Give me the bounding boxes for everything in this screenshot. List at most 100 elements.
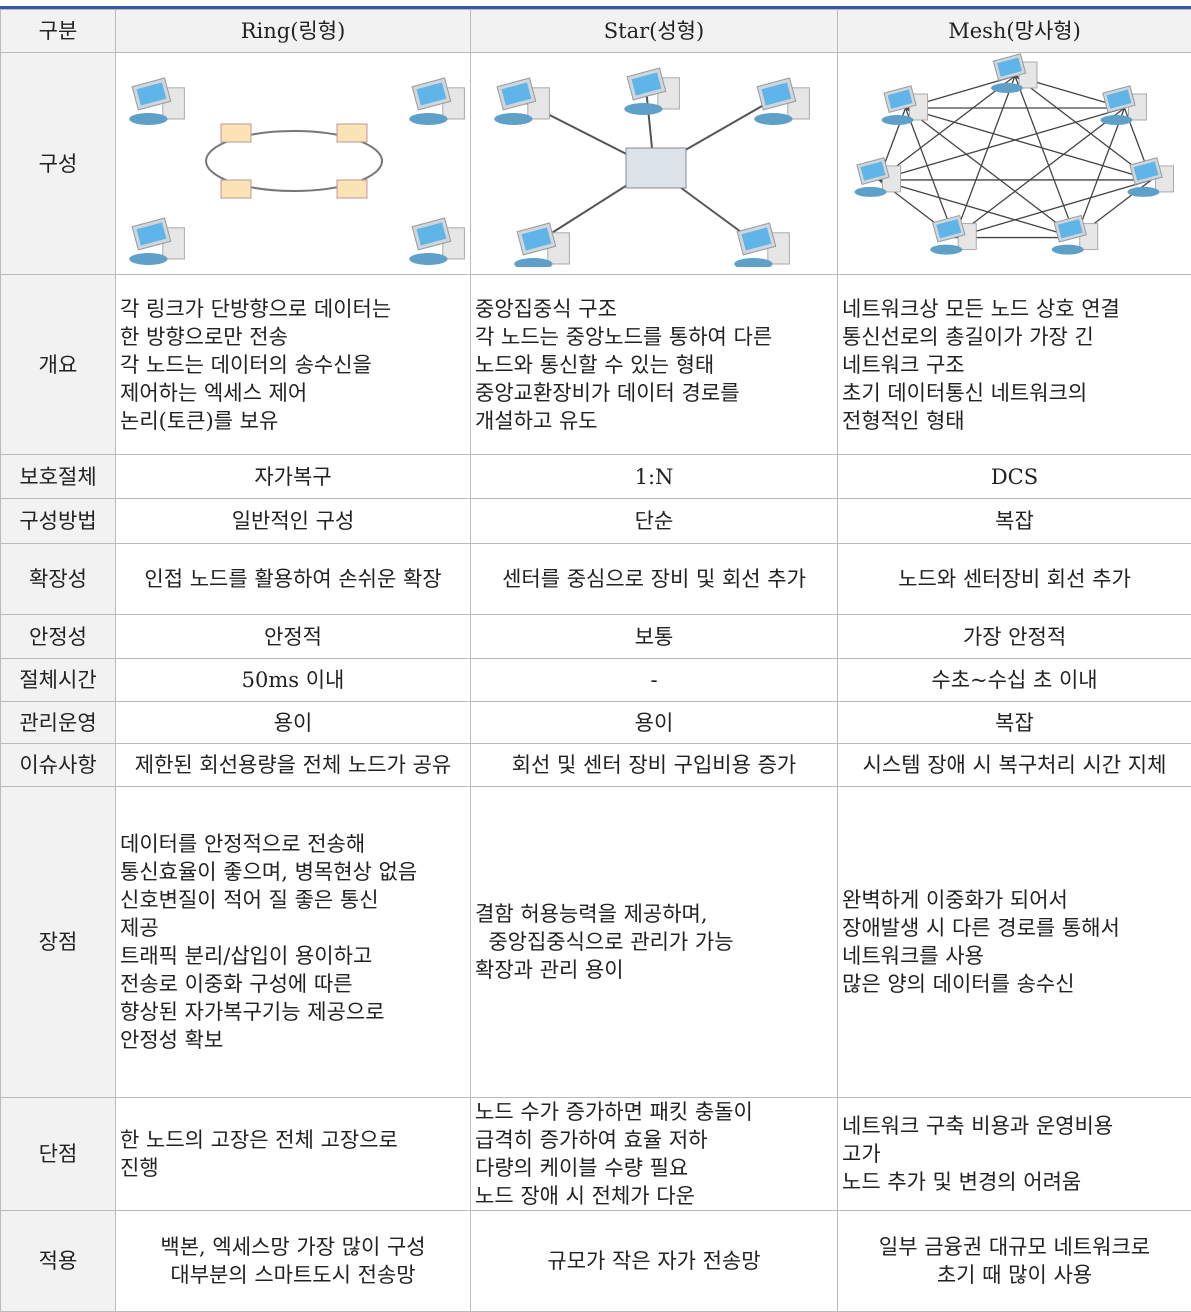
pc-keyboard bbox=[754, 113, 792, 125]
ring-node bbox=[337, 124, 367, 142]
pc-keyboard bbox=[514, 258, 552, 267]
cell-line: 데이터를 안정적으로 전송해 bbox=[120, 830, 466, 858]
cell-line: 용이 bbox=[120, 709, 466, 737]
pc-keyboard bbox=[624, 103, 662, 115]
table-cell: 센터를 중심으로 장비 및 회선 추가 bbox=[471, 544, 838, 615]
table-cell: 제한된 회선용량을 전체 노드가 공유 bbox=[116, 744, 471, 787]
cell-line: 트래픽 분리/삽입이 용이하고 bbox=[120, 942, 466, 970]
cell-line: 한 노드의 고장은 전체 고장으로 bbox=[120, 1126, 466, 1154]
cell-line: 네트워크상 모든 노드 상호 연결 bbox=[842, 295, 1187, 323]
pc-keyboard bbox=[494, 113, 532, 125]
cell-line: 안정적 bbox=[120, 623, 466, 651]
diagram-cell bbox=[116, 53, 471, 275]
pc-keyboard bbox=[882, 115, 914, 125]
pc-keyboard bbox=[855, 187, 887, 197]
table-cell: 규모가 작은 자가 전송망 bbox=[471, 1211, 838, 1312]
row-label: 구성 bbox=[1, 53, 116, 275]
cell-line: 고가 bbox=[842, 1140, 1187, 1168]
cell-line: 백본, 엑세스망 가장 많이 구성 bbox=[120, 1233, 466, 1261]
header-cell: Mesh(망사형) bbox=[838, 10, 1191, 53]
topology-diagram bbox=[116, 53, 471, 267]
cell-line: 통신선로의 총길이가 가장 긴 bbox=[842, 323, 1187, 351]
cell-line: 용이 bbox=[475, 709, 833, 737]
mesh-link bbox=[906, 108, 1076, 238]
cell-line: 네트워크 구조 bbox=[842, 351, 1187, 379]
cell-line: 급격히 증가하여 효율 저하 bbox=[475, 1126, 833, 1154]
ring-node bbox=[221, 124, 251, 142]
table-cell: 자가복구 bbox=[116, 455, 471, 499]
cell-line: 완벽하게 이중화가 되어서 bbox=[842, 886, 1187, 914]
cell-line: 가장 안정적 bbox=[842, 623, 1187, 651]
cell-line: 일부 금융권 대규모 네트워크로 bbox=[842, 1233, 1187, 1261]
cell-line: 네트워크를 사용 bbox=[842, 942, 1187, 970]
table-row: 구성 bbox=[1, 53, 1191, 275]
cell-line: 50ms 이내 bbox=[120, 666, 466, 694]
cell-line: 초기 데이터통신 네트워크의 bbox=[842, 379, 1187, 407]
cell-line: 안정성 확보 bbox=[120, 1026, 466, 1054]
pc-keyboard bbox=[1100, 115, 1132, 125]
cell-line: 보통 bbox=[475, 623, 833, 651]
cell-line: 네트워크 구축 비용과 운영비용 bbox=[842, 1112, 1187, 1140]
cell-line: 많은 양의 데이터를 송수신 bbox=[842, 970, 1187, 998]
pc-keyboard bbox=[734, 258, 772, 267]
row-label: 단점 bbox=[1, 1098, 116, 1211]
cell-line: 수초~수십 초 이내 bbox=[842, 666, 1187, 694]
row-label: 절체시간 bbox=[1, 659, 116, 702]
cell-line: 각 노드는 중앙노드를 통하여 다른 bbox=[475, 323, 833, 351]
header-cell: 구분 bbox=[1, 10, 116, 53]
cell-line: 중앙교환장비가 데이터 경로를 bbox=[475, 379, 833, 407]
row-label: 보호절체 bbox=[1, 455, 116, 499]
cell-line: 노드 추가 및 변경의 어려움 bbox=[842, 1168, 1187, 1196]
cell-line: 장애발생 시 다른 경로를 통해서 bbox=[842, 914, 1187, 942]
header-cell: Star(성형) bbox=[471, 10, 838, 53]
cell-line: 중앙집중식 구조 bbox=[475, 295, 833, 323]
mesh-link bbox=[954, 180, 1151, 238]
cell-line: 중앙집중식으로 관리가 가능 bbox=[475, 928, 833, 956]
pc-keyboard bbox=[1052, 245, 1084, 255]
cell-line: 통신효율이 좋으며, 병목현상 없음 bbox=[120, 858, 466, 886]
row-label: 개요 bbox=[1, 275, 116, 455]
cell-line: 일반적인 구성 bbox=[120, 507, 466, 535]
mesh-link bbox=[879, 180, 1076, 238]
pc-keyboard bbox=[991, 83, 1023, 93]
pc-keyboard bbox=[129, 113, 167, 125]
row-label: 안정성 bbox=[1, 615, 116, 659]
row-label: 장점 bbox=[1, 787, 116, 1098]
cell-line: 노드 장애 시 전체가 다운 bbox=[475, 1182, 833, 1210]
table-cell: 복잡 bbox=[838, 702, 1191, 744]
topology-diagram bbox=[471, 53, 826, 267]
mesh-link bbox=[1015, 76, 1076, 238]
table-cell: 복잡 bbox=[838, 499, 1191, 544]
table-cell: - bbox=[471, 659, 838, 702]
table-cell: DCS bbox=[838, 455, 1191, 499]
table-cell: 50ms 이내 bbox=[116, 659, 471, 702]
row-label: 이슈사항 bbox=[1, 744, 116, 787]
table-cell: 단순 bbox=[471, 499, 838, 544]
pc-keyboard bbox=[1127, 187, 1159, 197]
cell-line: 단순 bbox=[475, 507, 833, 535]
table-cell: 용이 bbox=[116, 702, 471, 744]
cell-line: 진행 bbox=[120, 1154, 466, 1182]
table-cell: 노드와 센터장비 회선 추가 bbox=[838, 544, 1191, 615]
table-cell: 일반적인 구성 bbox=[116, 499, 471, 544]
ring-node bbox=[337, 180, 367, 198]
hub bbox=[626, 148, 686, 188]
cell-line: 센터를 중심으로 장비 및 회선 추가 bbox=[475, 565, 833, 593]
diagram-cell bbox=[471, 53, 838, 275]
cell-line: 향상된 자가복구기능 제공으로 bbox=[120, 998, 466, 1026]
cell-line: 복잡 bbox=[842, 507, 1187, 535]
cell-line: 제어하는 엑세스 제어 bbox=[120, 379, 466, 407]
